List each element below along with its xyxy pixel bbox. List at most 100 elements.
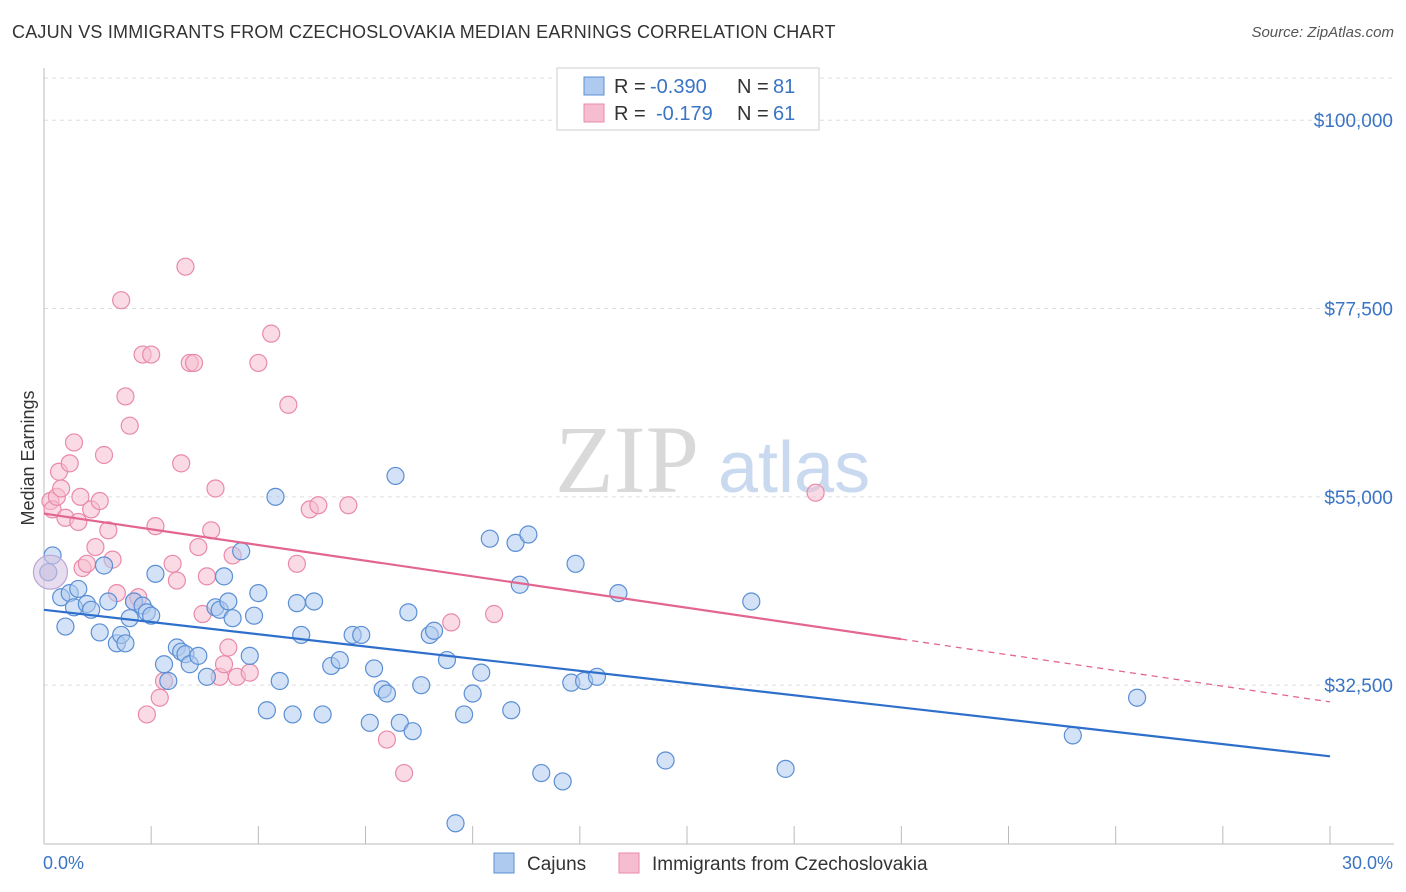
point-cajuns bbox=[90, 623, 109, 642]
y-axis-title: Median Earnings bbox=[18, 390, 38, 525]
series-cajuns-points bbox=[32, 466, 1147, 833]
legend-n-value-2: 61 bbox=[773, 103, 795, 125]
chart-title: CAJUN VS IMMIGRANTS FROM CZECHOSLOVAKIA … bbox=[12, 22, 836, 42]
point-cajuns bbox=[1063, 726, 1082, 745]
point-cajuns bbox=[656, 751, 675, 770]
point-czechoslovakia bbox=[90, 491, 109, 511]
point-cajuns bbox=[94, 556, 114, 575]
trend-line-czechoslovakia-extrapolated bbox=[901, 638, 1331, 703]
point-cajuns bbox=[742, 592, 761, 611]
point-cajuns bbox=[159, 671, 178, 691]
point-cajuns bbox=[142, 606, 161, 625]
point-czechoslovakia bbox=[240, 663, 259, 682]
point-czechoslovakia bbox=[214, 655, 234, 674]
point-cajuns bbox=[364, 659, 384, 678]
point-czechoslovakia bbox=[71, 487, 90, 506]
point-cajuns bbox=[197, 667, 216, 686]
point-czechoslovakia bbox=[86, 537, 105, 557]
point-czechoslovakia bbox=[249, 353, 268, 373]
legend-n-label-2: N = bbox=[737, 103, 769, 125]
point-cajuns bbox=[69, 579, 88, 599]
point-czechoslovakia bbox=[142, 345, 161, 364]
point-cajuns bbox=[403, 722, 422, 741]
point-cajuns bbox=[189, 646, 208, 665]
point-czechoslovakia bbox=[219, 638, 238, 657]
legend-n-label-1: N = bbox=[737, 76, 769, 98]
axes bbox=[43, 68, 1394, 845]
bottom-legend-swatch-cajuns bbox=[493, 852, 515, 874]
x-tick-label-min: 0.0% bbox=[43, 853, 84, 873]
point-czechoslovakia bbox=[99, 521, 118, 540]
watermark-zip: ZIP bbox=[555, 406, 699, 513]
legend-n-value-1: 81 bbox=[773, 76, 795, 98]
point-czechoslovakia bbox=[279, 395, 298, 414]
legend-box: R = -0.390 N = 81 R = -0.179 N = 61 bbox=[556, 67, 820, 131]
point-cajuns bbox=[99, 592, 118, 611]
point-cajuns bbox=[304, 592, 324, 611]
point-cajuns bbox=[386, 466, 405, 486]
point-czechoslovakia bbox=[394, 763, 414, 783]
y-tick-labels: $32,500 $55,000 $77,500 $100,000 bbox=[1314, 111, 1393, 697]
point-czechoslovakia bbox=[94, 445, 114, 465]
point-czechoslovakia bbox=[485, 604, 504, 624]
point-cajuns bbox=[146, 564, 165, 583]
point-cajuns bbox=[266, 487, 285, 506]
point-cajuns bbox=[390, 713, 409, 732]
point-czechoslovakia bbox=[150, 688, 169, 707]
point-cajuns bbox=[424, 621, 444, 640]
point-cajuns bbox=[219, 592, 238, 611]
point-cajuns bbox=[377, 684, 397, 703]
point-czechoslovakia bbox=[309, 496, 328, 515]
point-czechoslovakia bbox=[806, 483, 825, 502]
point-cajuns bbox=[412, 676, 431, 695]
point-cajuns bbox=[244, 606, 264, 625]
point-cajuns bbox=[56, 617, 75, 636]
y-tick-label: $32,500 bbox=[1324, 676, 1393, 697]
y-tick-label: $77,500 bbox=[1324, 300, 1393, 321]
bottom-legend-swatch-czechoslovakia bbox=[618, 852, 640, 874]
point-czechoslovakia bbox=[64, 433, 84, 452]
trend-line-czechoslovakia bbox=[43, 512, 902, 641]
point-czechoslovakia bbox=[206, 479, 225, 498]
grid-lines bbox=[44, 77, 1394, 686]
point-cajuns bbox=[360, 713, 379, 732]
point-cajuns bbox=[330, 650, 349, 670]
point-czechoslovakia bbox=[184, 353, 204, 373]
watermark-atlas: atlas bbox=[718, 428, 870, 508]
point-cajuns bbox=[232, 542, 251, 561]
bottom-legend-label-czechoslovakia: Immigrants from Czechoslovakia bbox=[652, 854, 928, 875]
point-cajuns bbox=[480, 529, 499, 548]
point-cajuns-large bbox=[32, 554, 69, 590]
point-czechoslovakia bbox=[176, 257, 195, 276]
point-cajuns bbox=[587, 667, 607, 686]
y-tick-label: $100,000 bbox=[1314, 111, 1393, 132]
point-czechoslovakia bbox=[52, 479, 71, 498]
point-cajuns bbox=[249, 583, 268, 603]
point-czechoslovakia bbox=[69, 512, 88, 532]
point-czechoslovakia bbox=[116, 387, 135, 406]
point-cajuns bbox=[506, 533, 525, 552]
legend-r-label-2: R = bbox=[614, 103, 646, 125]
point-czechoslovakia bbox=[112, 291, 131, 310]
bottom-legend: Cajuns Immigrants from Czechoslovakia bbox=[493, 852, 928, 875]
point-cajuns bbox=[223, 609, 242, 628]
y-tick-label: $55,000 bbox=[1324, 488, 1393, 509]
point-czechoslovakia bbox=[287, 554, 307, 573]
point-czechoslovakia bbox=[262, 324, 281, 343]
legend-r-value-1: -0.390 bbox=[650, 76, 707, 98]
bottom-legend-label-cajuns: Cajuns bbox=[527, 854, 586, 875]
x-tick-label-max: 30.0% bbox=[1342, 853, 1393, 873]
point-czechoslovakia bbox=[442, 613, 461, 632]
point-cajuns bbox=[270, 671, 289, 691]
point-cajuns bbox=[214, 567, 234, 586]
point-czechoslovakia bbox=[137, 705, 156, 724]
watermark: ZIP atlas bbox=[555, 406, 870, 513]
point-cajuns bbox=[116, 634, 135, 653]
point-cajuns bbox=[553, 772, 572, 791]
point-cajuns bbox=[287, 594, 307, 613]
point-czechoslovakia bbox=[163, 554, 182, 573]
point-cajuns bbox=[257, 701, 277, 720]
point-cajuns bbox=[463, 684, 482, 703]
point-cajuns bbox=[532, 763, 551, 783]
point-cajuns bbox=[502, 701, 521, 720]
